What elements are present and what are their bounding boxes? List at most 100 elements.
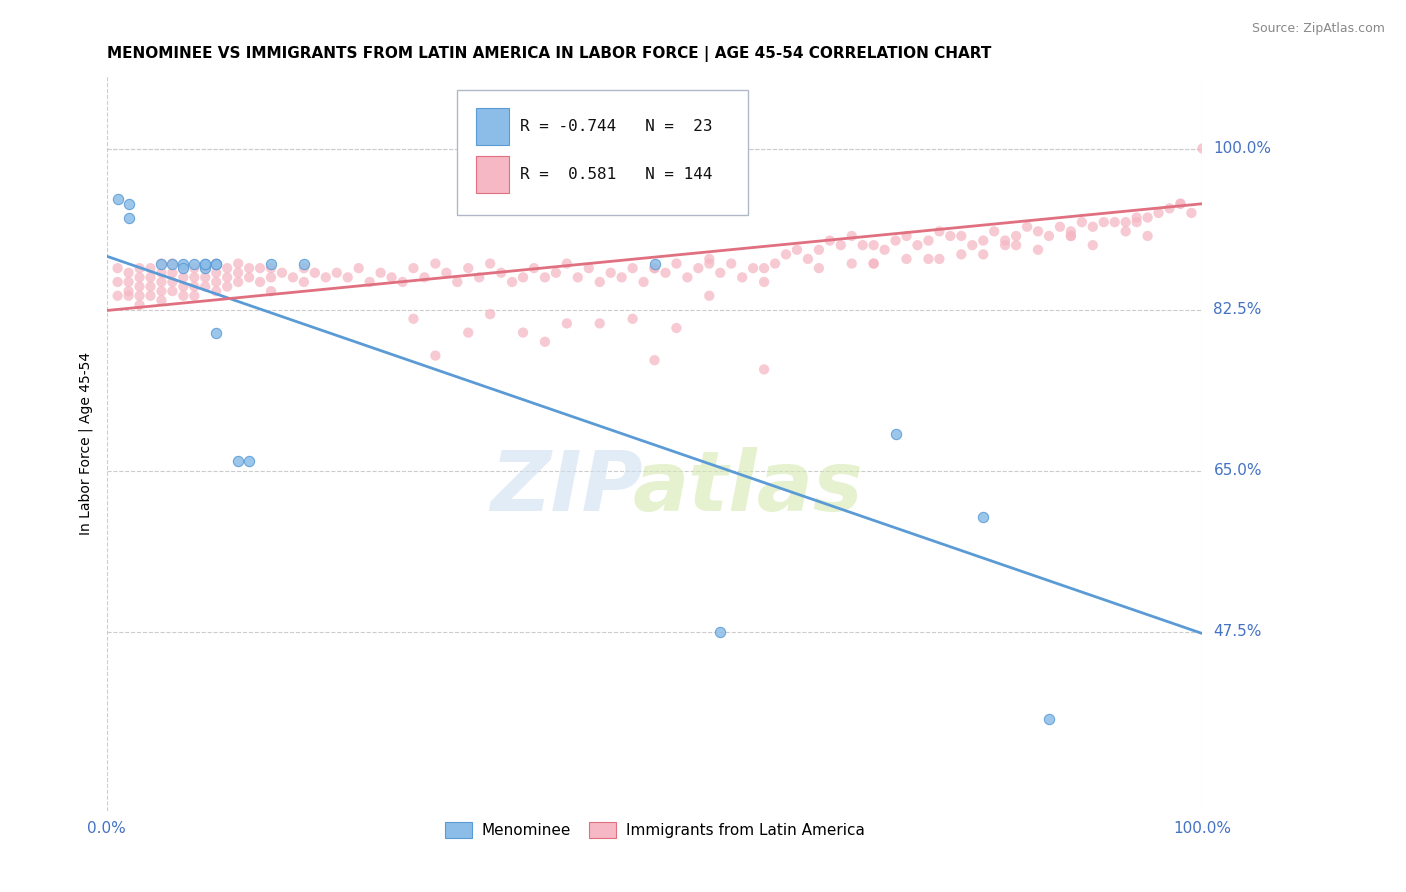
Point [841,256,863,270]
Point [1026,243,1049,257]
Point [107,261,129,276]
Point [1115,224,1137,238]
Point [194,256,217,270]
Point [1136,211,1159,225]
Point [457,261,479,276]
Point [644,261,666,276]
Text: 47.5%: 47.5% [1213,624,1261,640]
Point [183,279,205,293]
Point [665,321,688,335]
Point [117,284,139,298]
Point [183,261,205,276]
Point [752,275,775,289]
Point [172,289,194,303]
Point [117,266,139,280]
Point [260,256,283,270]
Point [644,353,666,368]
Point [1005,229,1028,244]
Point [534,270,557,285]
Point [194,279,217,293]
Point [217,261,239,276]
Bar [475,108,509,145]
Point [249,261,271,276]
FancyBboxPatch shape [457,89,748,215]
Point [972,234,994,248]
Point [139,270,162,285]
Text: MENOMINEE VS IMMIGRANTS FROM LATIN AMERICA IN LABOR FORCE | AGE 45-54 CORRELATIO: MENOMINEE VS IMMIGRANTS FROM LATIN AMERI… [107,46,991,62]
Point [205,326,228,340]
Point [359,275,381,289]
Point [589,275,612,289]
Point [150,256,173,270]
Point [205,275,228,289]
Point [292,256,315,270]
Text: Source: ZipAtlas.com: Source: ZipAtlas.com [1251,22,1385,36]
Point [501,275,523,289]
Point [1170,196,1192,211]
Y-axis label: In Labor Force | Age 45-54: In Labor Force | Age 45-54 [79,351,93,534]
Point [194,256,217,270]
Point [633,275,655,289]
Point [336,270,359,285]
Point [162,256,184,270]
Point [271,266,294,280]
Point [183,289,205,303]
Point [425,349,447,363]
Point [217,279,239,293]
Point [162,266,184,280]
Point [555,256,578,270]
Point [731,270,754,285]
Point [1070,215,1092,229]
Point [128,261,150,276]
Point [304,266,326,280]
Point [841,229,863,244]
Point [676,270,699,285]
Point [380,270,402,285]
Point [238,454,260,468]
Point [775,247,797,261]
Text: 65.0%: 65.0% [1213,463,1263,478]
Point [1081,238,1104,252]
Point [567,270,589,285]
Point [621,261,644,276]
Point [162,275,184,289]
Point [489,266,512,280]
Point [1060,229,1083,244]
Point [873,243,896,257]
Point [260,270,283,285]
Point [1170,196,1192,211]
Point [347,261,370,276]
Point [172,279,194,293]
Point [709,266,731,280]
Point [172,256,194,270]
Point [512,270,534,285]
Point [578,261,600,276]
Point [205,256,228,270]
Point [610,270,633,285]
Point [752,362,775,376]
Point [830,238,852,252]
Point [512,326,534,340]
Point [150,275,173,289]
Legend: Menominee, Immigrants from Latin America: Menominee, Immigrants from Latin America [439,816,870,844]
Point [994,234,1017,248]
Point [797,252,820,266]
Point [644,256,666,270]
Point [1049,219,1071,234]
Point [434,266,457,280]
Point [205,256,228,270]
Point [1026,224,1049,238]
Point [1038,229,1060,244]
Point [172,270,194,285]
Point [238,270,260,285]
Point [939,229,962,244]
Point [162,256,184,270]
Point [194,270,217,285]
Point [479,307,502,321]
Point [226,275,249,289]
Point [544,266,567,280]
Point [807,261,830,276]
Point [150,266,173,280]
Point [884,234,907,248]
Point [994,238,1017,252]
